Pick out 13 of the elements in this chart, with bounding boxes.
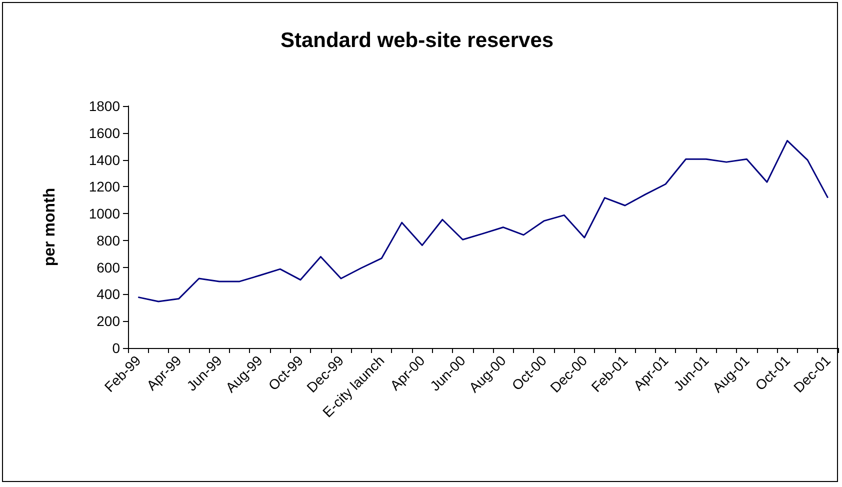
y-tick-label: 1600 [88, 124, 120, 141]
y-tick-label: 0 [112, 340, 120, 356]
y-tick-label: 1800 [88, 98, 120, 114]
y-tick-label: 1200 [88, 178, 120, 195]
y-tick-label: 600 [96, 259, 120, 276]
y-axis-title: per month [42, 188, 58, 266]
y-tick-label: 400 [96, 286, 120, 302]
chart-title: Standard web-site reserves [280, 29, 554, 52]
y-tick-label: 1000 [88, 206, 120, 222]
y-tick-label: 200 [96, 313, 120, 330]
y-tick-label: 1400 [88, 152, 120, 168]
y-tick-label: 800 [96, 232, 120, 248]
line-series [137, 140, 829, 302]
